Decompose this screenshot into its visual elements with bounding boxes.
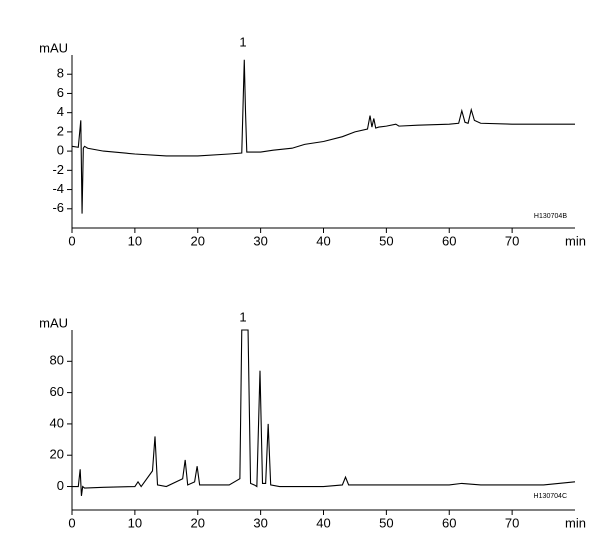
x-tick-label: 10 xyxy=(128,515,142,530)
x-tick-label: 20 xyxy=(191,515,205,530)
x-tick-label: 0 xyxy=(68,515,75,530)
y-tick-label: 80 xyxy=(50,353,64,368)
y-tick-label: 2 xyxy=(57,123,64,138)
x-tick-label: 0 xyxy=(68,233,75,248)
y-tick-label: 0 xyxy=(57,478,64,493)
x-tick-label: 70 xyxy=(505,233,519,248)
x-tick-label: 40 xyxy=(316,515,330,530)
x-tick-label: 50 xyxy=(379,233,393,248)
sample-id: H130704B xyxy=(534,213,567,220)
y-tick-label: 40 xyxy=(50,415,64,430)
y-tick-label: 0 xyxy=(57,143,64,158)
signal-line xyxy=(72,329,576,496)
y-tick-label: 8 xyxy=(57,66,64,81)
x-tick-label: 50 xyxy=(379,515,393,530)
x-tick-label: 60 xyxy=(442,233,456,248)
y-axis-label: mAU xyxy=(39,315,68,330)
sample-id: H130704C xyxy=(534,493,567,500)
y-tick-label: 60 xyxy=(50,384,64,399)
y-tick-label: 20 xyxy=(50,447,64,462)
x-tick-label: 40 xyxy=(316,233,330,248)
x-tick-label: 20 xyxy=(191,233,205,248)
y-tick-label: 6 xyxy=(57,85,64,100)
y-axis-label: mAU xyxy=(39,40,68,55)
signal-line xyxy=(71,59,575,214)
peak-label: 1 xyxy=(239,34,246,49)
x-axis-label: min xyxy=(565,515,586,530)
x-tick-label: 60 xyxy=(442,515,456,530)
x-tick-label: 70 xyxy=(505,515,519,530)
y-tick-label: -4 xyxy=(52,181,64,196)
x-tick-label: 30 xyxy=(253,515,267,530)
peak-label: 1 xyxy=(239,309,246,324)
x-tick-label: 10 xyxy=(128,233,142,248)
y-tick-label: -6 xyxy=(52,200,64,215)
x-tick-label: 30 xyxy=(253,233,267,248)
x-axis-label: min xyxy=(565,233,586,248)
y-tick-label: -2 xyxy=(52,162,64,177)
y-tick-label: 4 xyxy=(57,104,64,119)
